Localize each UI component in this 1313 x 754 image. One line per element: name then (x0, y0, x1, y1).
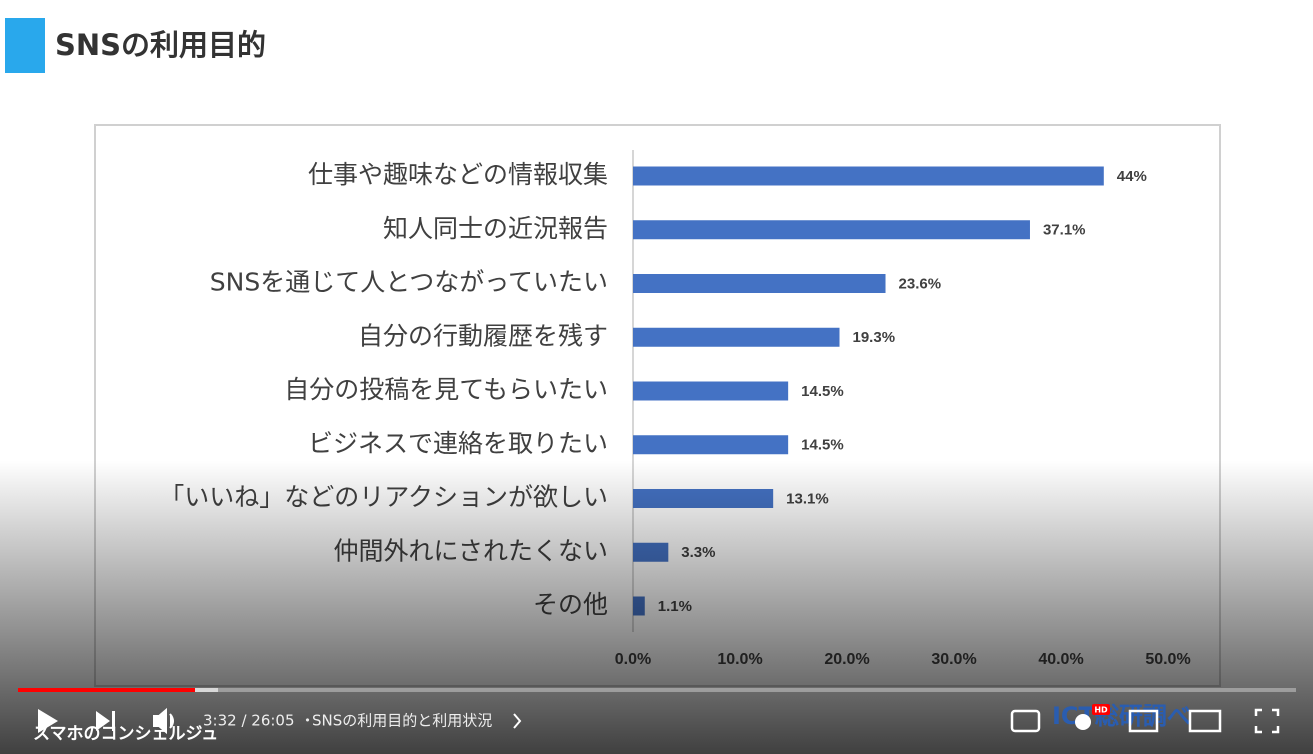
subtitles-button[interactable] (1010, 709, 1041, 733)
hd-badge (1092, 704, 1110, 715)
value-label: 44% (1117, 168, 1147, 185)
bar (633, 435, 789, 455)
progress-played (18, 688, 195, 692)
category-label: SNSを通じて人とつながっていたい (210, 268, 608, 297)
chapter-arrow[interactable] (513, 713, 522, 729)
chapter[interactable]: SNSの利用目的と利用状況 (312, 712, 492, 730)
bar (633, 166, 1104, 186)
bar (633, 327, 840, 347)
time: 3:32 / 26:05 (203, 712, 295, 730)
category-label: 自分の投稿を見てもらいたい (284, 375, 608, 404)
value-label: 37.1% (1043, 222, 1086, 239)
theater-button[interactable] (1188, 709, 1222, 733)
value-label: 14.5% (801, 437, 844, 454)
category-label: 自分の行動履歴を残す (358, 321, 608, 350)
next-button[interactable] (96, 711, 115, 731)
progress-track[interactable] (18, 688, 1296, 692)
play-button[interactable] (38, 709, 58, 733)
settings-button[interactable] (1075, 714, 1091, 730)
channel: スマホのコンシェルジュ (33, 724, 218, 744)
bar (633, 381, 789, 401)
value-label: 14.5% (801, 383, 844, 400)
title-accent (5, 18, 45, 73)
miniplayer-button[interactable] (1128, 709, 1159, 733)
chapter-dot: ・ (300, 712, 315, 730)
bar (633, 220, 1030, 240)
volume-button[interactable] (153, 707, 174, 735)
value-label: 23.6% (899, 275, 942, 292)
value-label: 19.3% (853, 329, 896, 346)
category-label: 知人同士の近況報告 (383, 214, 608, 243)
fullscreen-button[interactable] (1254, 708, 1280, 734)
bar (633, 274, 886, 293)
category-label: ビジネスで連絡を取りたい (308, 429, 608, 458)
hd-text: HD (1094, 706, 1108, 715)
slide-title: SNSの利用目的 (55, 28, 266, 62)
category-label: 仕事や趣味などの情報収集 (308, 160, 608, 189)
watermark: ICT総研調べ (1052, 702, 1191, 730)
